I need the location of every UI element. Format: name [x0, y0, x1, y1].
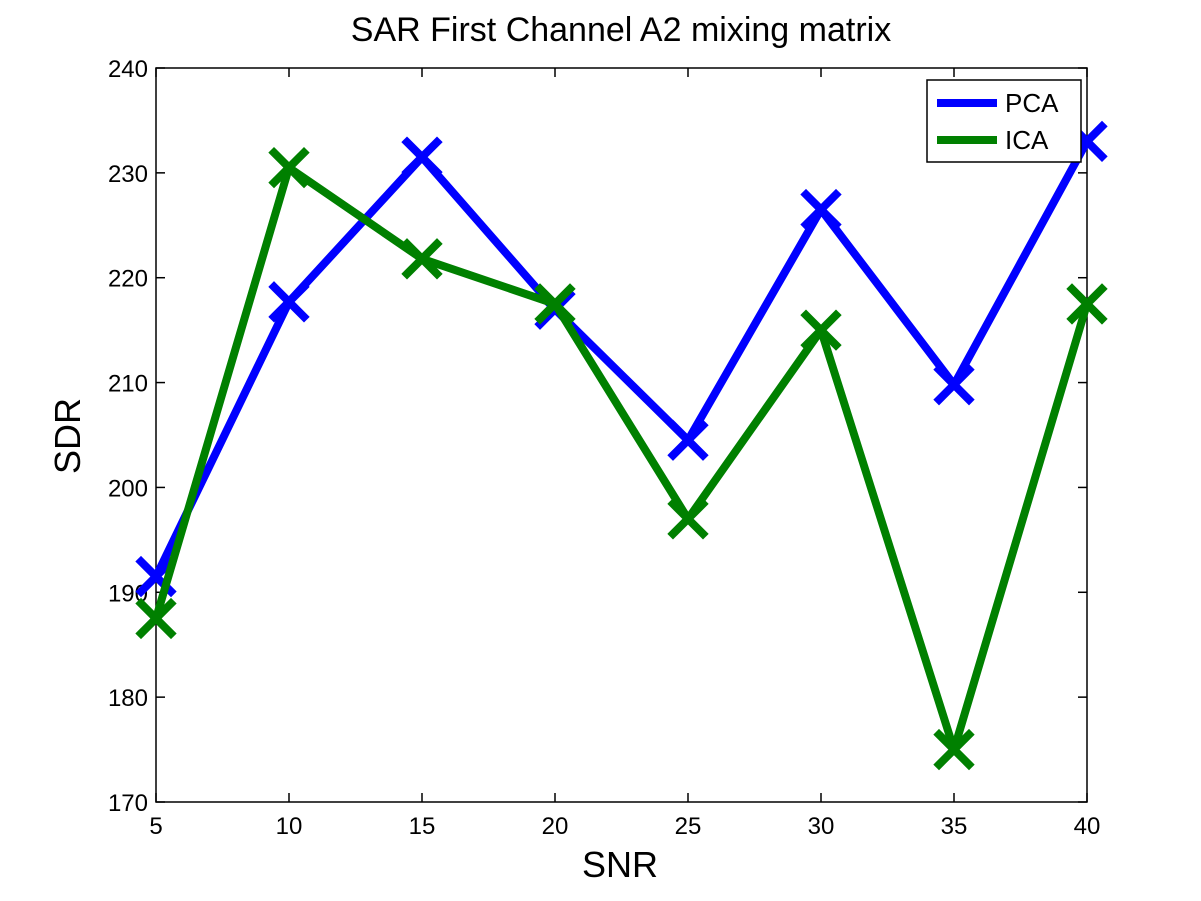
ica-point: [135, 597, 177, 640]
ica-point: [268, 146, 310, 189]
ica-point: [800, 309, 842, 351]
legend-box: [926, 79, 1082, 163]
x-tick-label: 20: [542, 813, 569, 840]
pca-point: [800, 188, 842, 231]
y-axis-title: SDR: [47, 398, 88, 474]
series-layer: [135, 120, 1108, 771]
y-tick-label: 230: [108, 161, 148, 188]
y-tick-label: 200: [108, 475, 148, 502]
pca-point: [268, 281, 310, 323]
ica-point: [534, 283, 576, 325]
ica-point: [933, 728, 975, 771]
pca-point: [667, 419, 709, 461]
y-tick-label: 220: [108, 266, 148, 293]
legend-item-pca: PCA: [937, 88, 1059, 118]
ica-series: [135, 146, 1108, 771]
ica-series-line: [152, 163, 1091, 754]
pca-series-line: [152, 139, 1091, 579]
x-tick-label: 35: [941, 813, 968, 840]
y-tick-label: 210: [108, 371, 148, 398]
chart-title: SAR First Channel A2 mixing matrix: [351, 11, 891, 49]
y-tick-label: 180: [108, 685, 148, 712]
ica-point: [667, 498, 709, 540]
legend: PCA ICA: [926, 79, 1082, 163]
y-tick-label: 240: [108, 56, 148, 83]
x-tick-label: 40: [1074, 813, 1101, 840]
ica-point: [401, 238, 443, 280]
legend-item-ica: ICA: [937, 125, 1049, 155]
ica-point: [1066, 283, 1108, 325]
x-axis-title: SNR: [582, 844, 658, 885]
legend-label: PCA: [1005, 88, 1059, 118]
x-tick-label: 30: [808, 813, 835, 840]
y-tick-label: 170: [108, 790, 148, 817]
x-tick-label: 5: [149, 813, 162, 840]
x-tick-label: 10: [276, 813, 303, 840]
legend-label: ICA: [1005, 125, 1049, 155]
x-tick-label: 15: [409, 813, 436, 840]
pca-point: [401, 136, 443, 178]
x-tick-label: 25: [675, 813, 702, 840]
x-axis: 5 10 15 20 25 30 35 40: [149, 68, 1100, 840]
pca-point: [933, 364, 975, 406]
